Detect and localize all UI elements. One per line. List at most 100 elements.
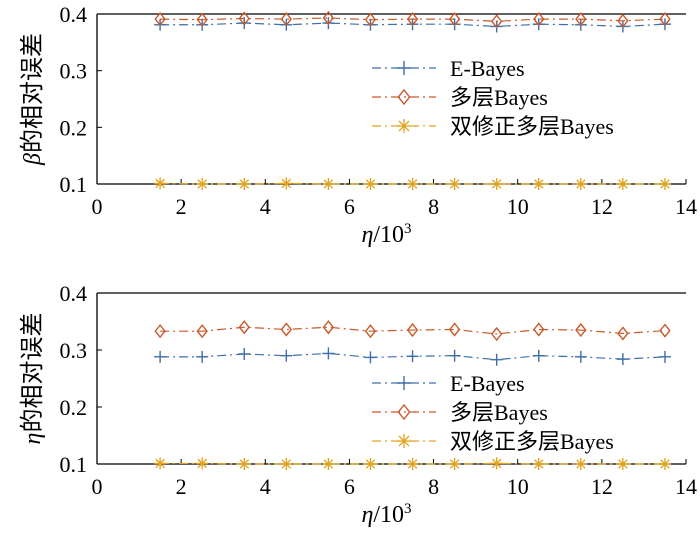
data-point xyxy=(280,458,293,470)
legend-label: 多层Bayes xyxy=(450,400,548,425)
x-tick-label: 14 xyxy=(675,194,697,219)
x-tick-label: 4 xyxy=(260,194,271,219)
data-point xyxy=(406,11,419,27)
x-tick-label: 6 xyxy=(344,194,355,219)
x-tick-label: 8 xyxy=(428,474,439,499)
data-point xyxy=(490,14,503,29)
data-point xyxy=(448,458,461,470)
x-tick-label: 2 xyxy=(176,474,187,499)
x-tick-label: 0 xyxy=(92,194,103,219)
data-point xyxy=(532,178,545,190)
data-point xyxy=(658,350,671,363)
data-point xyxy=(364,351,377,364)
legend-marker xyxy=(397,376,411,390)
data-point xyxy=(448,178,461,190)
legend-label: E-Bayes xyxy=(450,371,525,396)
x-axis-label: η/103 xyxy=(361,501,411,528)
data-point xyxy=(364,178,377,190)
data-point xyxy=(322,10,335,26)
data-point xyxy=(238,320,250,335)
data-point xyxy=(490,353,503,366)
y-tick-label: 0.3 xyxy=(60,59,88,84)
data-point xyxy=(154,350,167,363)
legend-label: 多层Bayes xyxy=(450,85,548,110)
data-point xyxy=(616,353,629,366)
data-point xyxy=(154,177,167,190)
data-point xyxy=(280,349,293,362)
y-tick-label: 0.1 xyxy=(60,452,88,477)
x-tick-label: 10 xyxy=(507,194,529,219)
data-point xyxy=(448,322,461,337)
data-point xyxy=(617,13,629,28)
y-tick-label: 0.2 xyxy=(60,115,88,140)
data-point xyxy=(280,322,293,337)
data-point xyxy=(659,11,671,27)
data-point xyxy=(616,178,629,190)
data-point xyxy=(575,322,587,338)
data-point xyxy=(322,458,335,470)
data-point xyxy=(154,457,167,470)
data-point xyxy=(448,11,461,27)
x-tick-label: 14 xyxy=(675,474,697,499)
data-point xyxy=(322,178,335,190)
x-tick-label: 12 xyxy=(591,474,613,499)
data-point xyxy=(196,178,209,190)
data-point xyxy=(280,177,293,190)
data-point xyxy=(154,11,166,27)
x-tick-label: 8 xyxy=(428,194,439,219)
series-line xyxy=(160,17,665,22)
y-axis-label: β的相对误差 xyxy=(19,33,46,166)
data-point xyxy=(406,178,419,190)
legend-marker xyxy=(397,61,411,75)
data-point xyxy=(574,178,587,190)
y-tick-label: 0.3 xyxy=(60,338,88,363)
x-tick-label: 0 xyxy=(92,474,103,499)
series-3 xyxy=(154,457,671,470)
data-point xyxy=(406,458,419,470)
data-point xyxy=(196,350,209,363)
data-point xyxy=(322,347,335,360)
x-tick-label: 2 xyxy=(176,194,187,219)
data-point xyxy=(154,324,166,339)
x-tick-label: 10 xyxy=(507,474,529,499)
y-tick-label: 0.4 xyxy=(60,281,88,306)
data-point xyxy=(616,458,629,470)
data-point xyxy=(448,349,461,362)
data-point xyxy=(238,458,251,470)
legend-label: E-Bayes xyxy=(450,56,525,81)
legend-marker xyxy=(397,403,411,421)
data-point xyxy=(574,458,587,470)
series-2 xyxy=(154,10,671,29)
chart-panel-2: 0 2 4 6 8 10 12 14 0.1 0.2 0.3 0.4 η/103 η的相对误差 E-Baye… xyxy=(19,281,697,528)
y-tick-label: 0.2 xyxy=(60,395,88,420)
data-point xyxy=(238,178,251,190)
legend-label: 双修正多层Bayes xyxy=(450,114,614,139)
data-point xyxy=(533,322,545,337)
x-tick-label: 4 xyxy=(260,474,271,499)
legend-label: 双修正多层Bayes xyxy=(450,429,614,454)
series-2 xyxy=(154,320,671,342)
y-axis-label: η的相对误差 xyxy=(19,313,46,445)
series-line xyxy=(160,326,666,335)
data-point xyxy=(490,457,503,470)
legend-marker xyxy=(397,119,411,133)
data-point xyxy=(196,324,208,339)
data-point xyxy=(322,320,335,335)
data-point xyxy=(238,347,251,360)
legend-marker xyxy=(397,88,411,106)
data-point xyxy=(490,326,503,342)
data-point xyxy=(280,11,293,27)
series-1 xyxy=(154,347,671,366)
data-point xyxy=(406,322,419,338)
x-tick-label: 6 xyxy=(344,474,355,499)
data-point xyxy=(364,324,377,339)
data-point xyxy=(617,326,629,341)
legend: E-Bayes 多层Bayes 双修正多层Bayes xyxy=(372,371,614,454)
chart-panel-1: 0 2 4 6 8 10 12 14 0.1 0.2 0.3 0.4 η/103 β的相对误差 E-Baye… xyxy=(19,2,697,248)
data-point xyxy=(364,12,377,27)
data-point xyxy=(533,11,545,27)
x-axis-label: η/103 xyxy=(361,221,411,248)
series-3 xyxy=(154,177,671,190)
y-tick-label: 0.4 xyxy=(60,2,88,27)
